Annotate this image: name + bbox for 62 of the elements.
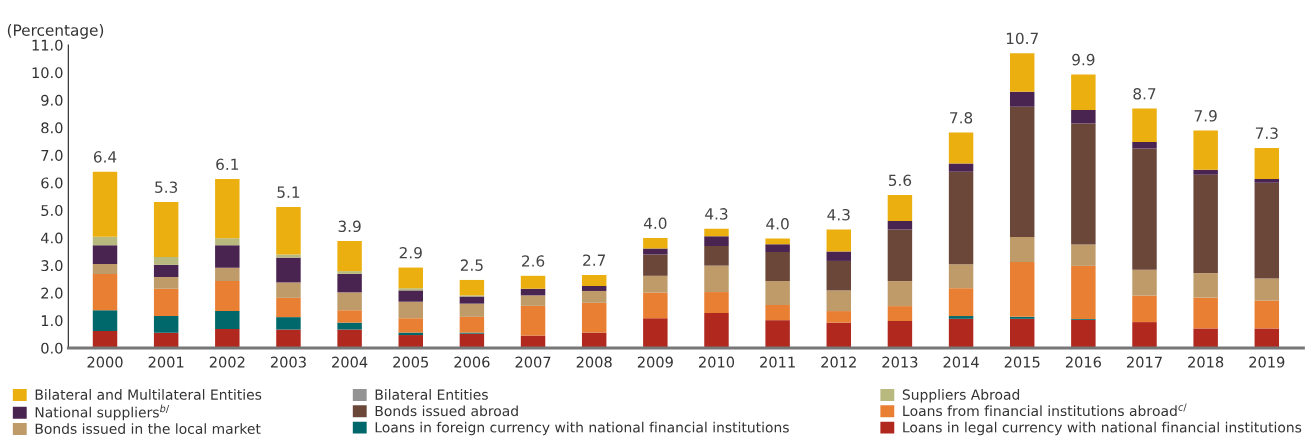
- legend-label: Bilateral Entities: [375, 389, 488, 400]
- x-tick-label: 2010: [698, 356, 735, 368]
- x-tick-label: 2018: [1188, 356, 1224, 368]
- total-label: 5.1: [277, 186, 300, 198]
- legend-label: Loans in foreign currency with national financial institutions: [375, 421, 789, 436]
- legend-label: Suppliers Abroad: [902, 389, 1020, 403]
- y-tick-label: 5.0: [41, 204, 63, 216]
- x-tick-label: 2002: [209, 356, 245, 368]
- x-tick-label: 2001: [148, 356, 184, 368]
- x-tick-label: 2009: [637, 356, 673, 368]
- x-tick-label: 2006: [454, 356, 490, 368]
- total-label: 7.3: [1255, 127, 1278, 139]
- x-tick-label: 2017: [1127, 356, 1162, 368]
- y-tick-label: 10.0: [32, 67, 63, 79]
- legend-label: Loans in legal currency with national financial institutions: [903, 421, 1302, 436]
- total-label: 3.9: [338, 220, 361, 233]
- y-tick-label: 7.0: [41, 149, 63, 161]
- legend-label: Bonds issued in the local market: [35, 423, 261, 434]
- total-label: 9.9: [1072, 53, 1095, 66]
- y-tick-label: 9.0: [41, 94, 63, 106]
- x-tick-label: 2013: [882, 356, 918, 368]
- x-tick-label: 2016: [1065, 356, 1101, 368]
- y-tick-label: 11.0: [32, 39, 63, 51]
- y-tick-label: 3.0: [41, 260, 63, 272]
- y-tick-label: 8.0: [41, 122, 63, 134]
- total-label: 4.0: [766, 218, 789, 230]
- y-tick-label: 0.0: [41, 342, 63, 354]
- x-tick-label: 2005: [393, 356, 429, 368]
- total-label: 2.6: [522, 255, 545, 267]
- legend-label: Bilateral and Multilateral Entities: [35, 389, 262, 400]
- total-label: 7.8: [950, 111, 973, 124]
- x-tick-label: 2019: [1249, 356, 1285, 368]
- legend-label: National suppliers$^{b/}$: [35, 404, 170, 421]
- total-label: 6.1: [216, 158, 239, 171]
- y-tick-label: 4.0: [40, 232, 63, 244]
- x-tick-label: 2004: [332, 356, 368, 368]
- x-tick-label: 2014: [943, 356, 979, 368]
- x-tick-label: 2003: [270, 356, 306, 368]
- total-label: 6.4: [93, 151, 117, 163]
- total-label: 4.3: [705, 208, 728, 220]
- y-tick-label: 2.0: [41, 287, 63, 299]
- x-tick-label: 2015: [1004, 356, 1040, 368]
- total-label: 2.5: [460, 259, 483, 271]
- y-tick-label: 1.0: [41, 315, 63, 327]
- total-label: 5.6: [888, 174, 912, 187]
- total-label: 4.3: [827, 208, 850, 221]
- total-label: 2.9: [399, 246, 422, 259]
- total-label: 4.0: [643, 217, 667, 230]
- y-tick-label: 6.0: [41, 177, 63, 189]
- x-tick-label: 2012: [821, 356, 856, 368]
- x-tick-label: 2011: [760, 356, 795, 368]
- total-label: 10.7: [1006, 32, 1038, 45]
- x-tick-label: 2008: [576, 356, 612, 368]
- total-label: 5.3: [155, 181, 178, 193]
- legend-label: Bonds issued abroad: [375, 405, 518, 417]
- total-label: 2.7: [583, 254, 606, 266]
- y-axis-title: (Percentage): [7, 24, 104, 39]
- x-tick-label: 2000: [87, 356, 123, 368]
- legend-label: Loans from financial institutions abroad$^{c/}$: [903, 403, 1187, 417]
- total-label: 8.7: [1133, 88, 1156, 100]
- total-label: 7.9: [1194, 110, 1217, 122]
- x-tick-label: 2007: [515, 356, 551, 368]
